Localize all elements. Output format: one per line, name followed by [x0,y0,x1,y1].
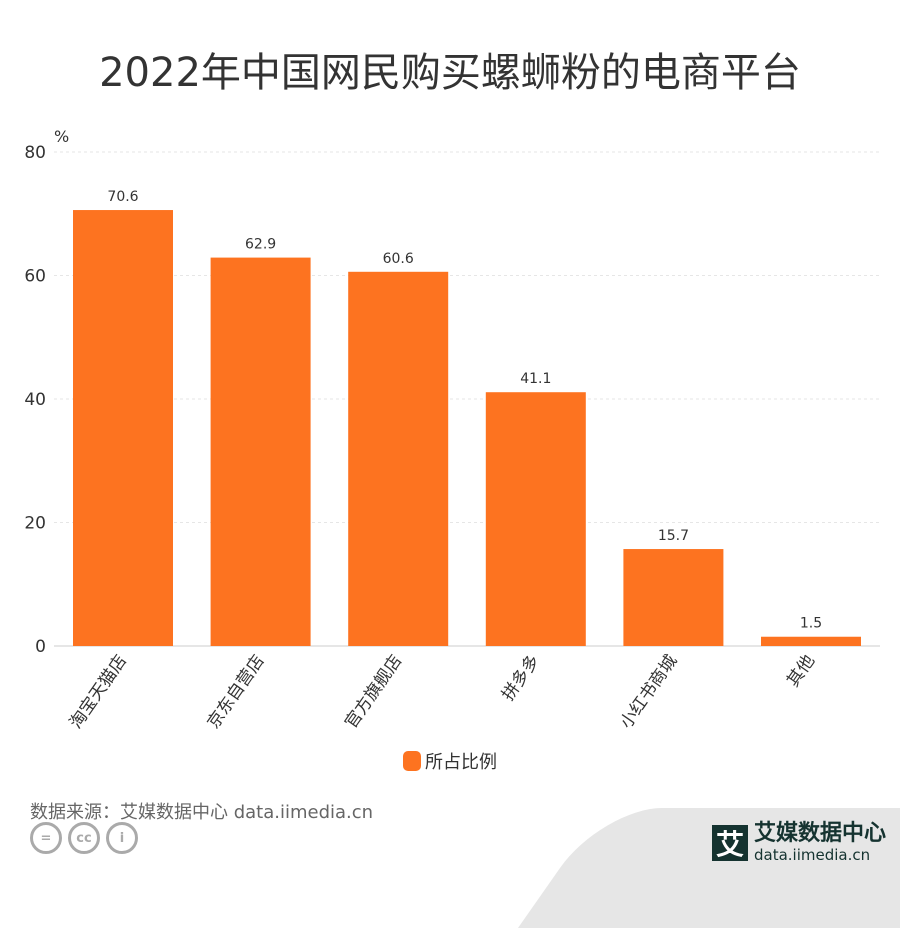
x-tick-label: 官方旗舰店 [341,651,406,732]
data-label: 60.6 [383,251,414,267]
data-label: 41.1 [520,371,551,387]
source-text: 数据来源：艾媒数据中心 data.iimedia.cn [30,802,374,823]
y-tick-label: 40 [24,390,46,410]
legend: 所占比例 [0,748,900,774]
brand-logo-icon: 艾 [712,825,748,861]
data-label: 62.9 [245,237,276,253]
x-tick-label: 淘宝天猫店 [66,651,131,732]
cc-icon: cc [68,822,100,854]
x-tick-label: 小红书商城 [616,651,681,732]
bar [485,392,586,646]
data-label: 70.6 [107,189,138,205]
x-tick-label: 其他 [783,651,819,690]
brand-url: data.iimedia.cn [754,846,871,864]
bar [761,636,861,646]
y-axis-unit: % [54,127,69,146]
bar [73,210,173,647]
brand-name: 艾媒数据中心 [754,821,887,846]
y-tick-label: 20 [24,514,46,534]
x-tick-label: 京东自营店 [204,651,269,732]
data-label: 1.5 [800,616,822,632]
nd-icon: = [30,822,62,854]
bar-chart: 0 20 40 60 80% 70.6 淘宝天猫店 62.9 京东自营店 60.6 官方旗舰店 41.… [24,127,880,732]
license-icons: = cc i [30,822,138,854]
y-tick-label: 60 [24,267,46,287]
chart-title: 2022年中国网民购买螺蛳粉的电商平台 [99,50,801,96]
legend-swatch [403,751,421,771]
y-tick-label: 80 [24,143,46,163]
bar [623,549,724,646]
bar [348,271,449,646]
by-icon: i [106,822,138,854]
x-tick-label: 拼多多 [498,651,544,704]
brand-logo: 艾 艾媒数据中心 data.iimedia.cn [712,822,886,864]
data-label: 15.7 [658,528,689,544]
bar [210,257,311,646]
legend-label: 所占比例 [425,752,497,773]
y-tick-label: 0 [35,637,46,657]
